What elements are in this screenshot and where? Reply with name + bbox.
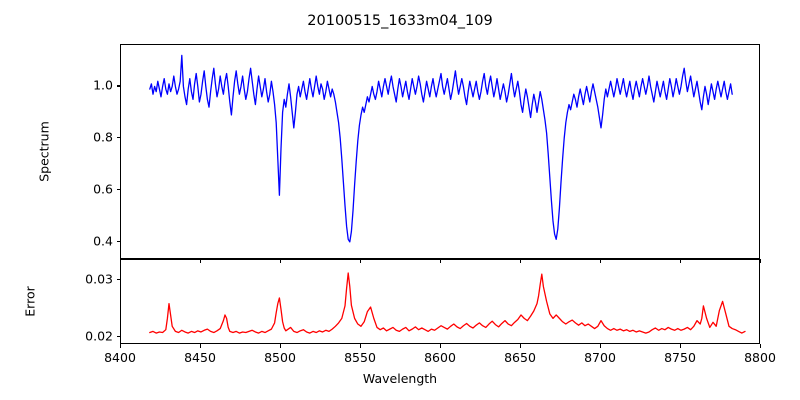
x-tick-spectrum [200, 259, 202, 263]
x-tick-error [680, 344, 682, 348]
error-line-series [149, 272, 746, 334]
x-tick-error [600, 344, 602, 348]
page-title: 20100515_1633m04_109 [307, 13, 493, 29]
x-tick-label: 8550 [344, 350, 376, 365]
x-tick-spectrum [280, 259, 282, 263]
x-tick-label: 8400 [104, 350, 136, 365]
x-tick-label: 8650 [504, 350, 536, 365]
x-tick-spectrum [600, 259, 602, 263]
error-panel [120, 259, 760, 344]
x-tick-label: 8750 [664, 350, 696, 365]
x-tick-label: 8800 [744, 350, 776, 365]
x-tick-label: 8450 [184, 350, 216, 365]
y-tick-spectrum [116, 240, 120, 242]
x-tick-error [440, 344, 442, 348]
x-tick-spectrum [680, 259, 682, 263]
y-tick-label-spectrum: 0.6 [93, 181, 113, 197]
x-tick-error [520, 344, 522, 348]
y-tick-label-spectrum: 1.0 [93, 77, 113, 93]
y-tick-label-error: 0.02 [85, 328, 113, 343]
y-tick-error [116, 278, 120, 280]
y-tick-label-spectrum: 0.8 [93, 129, 113, 145]
spectrum-panel [120, 44, 760, 259]
x-tick-error [200, 344, 202, 348]
y-tick-spectrum [116, 189, 120, 191]
x-tick-error [760, 344, 762, 348]
x-tick-label: 8600 [424, 350, 456, 365]
x-tick-label: 8500 [264, 350, 296, 365]
x-tick-error [280, 344, 282, 348]
y-tick-error [116, 335, 120, 337]
x-axis-label: Wavelength [362, 371, 438, 386]
x-tick-spectrum [360, 259, 362, 263]
x-tick-error [360, 344, 362, 348]
y-axis-label-spectrum: Spectrum [36, 121, 52, 182]
y-tick-label-spectrum: 0.4 [93, 233, 113, 249]
y-tick-spectrum [116, 85, 120, 87]
x-tick-spectrum [760, 259, 762, 263]
y-axis-label-error: Error [22, 286, 38, 317]
y-tick-spectrum [116, 137, 120, 139]
x-tick-spectrum [440, 259, 442, 263]
x-tick-label: 8700 [584, 350, 616, 365]
x-tick-error [120, 344, 122, 348]
y-tick-label-error: 0.03 [85, 271, 113, 287]
spectrum-line-series [149, 54, 733, 243]
x-tick-spectrum [520, 259, 522, 263]
x-tick-spectrum [120, 259, 122, 263]
